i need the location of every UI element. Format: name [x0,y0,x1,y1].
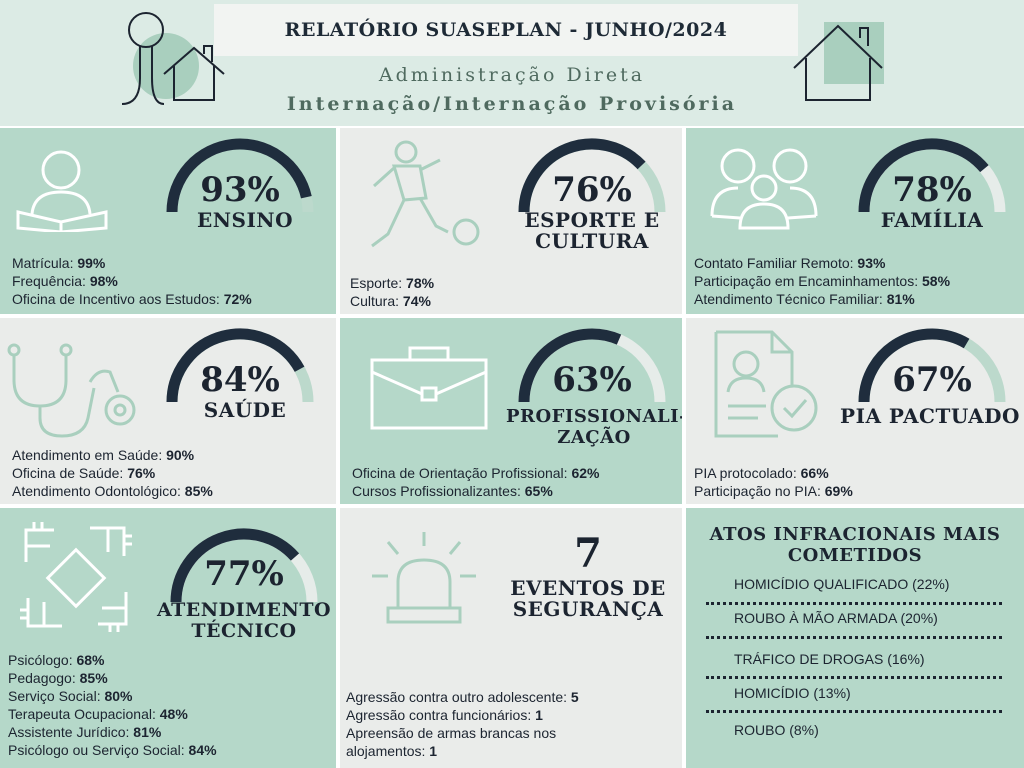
title-ensino: ENSINO [196,208,294,232]
panel-profissionalizacao: 63% PROFISSIONALI- ZAÇÃO Oficina de Orie… [340,318,682,504]
gauge-fill [166,328,305,403]
gauge-familia [858,138,1006,213]
percent-atendimento: 77% [204,554,284,594]
list-item: PIA protocolado: 66% [694,465,829,481]
percent-pia: 67% [892,360,972,400]
percent-profissionalizacao: 63% [552,360,632,400]
items-pia: PIA protocolado: 66% Participação no PIA… [694,464,853,500]
items-atendimento: Psicólogo: 68% Pedagogo: 85% Serviço Soc… [8,651,217,759]
panel-atos: ATOS INFRACIONAIS MAIS COMETIDOS HOMICÍD… [686,508,1024,768]
list-item: Assistente Jurídico: 81% [8,724,162,740]
list-item: Serviço Social: 80% [8,688,133,704]
subtitle-admin: Administração Direta [378,64,646,86]
list-item: Psicólogo ou Serviço Social: 84% [8,742,217,758]
gauge-fill [518,138,646,213]
divider [706,710,1002,713]
panel-ensino: 93% ENSINO Matrícula: 99% Frequência: 98… [0,128,336,314]
panel-esporte: 76% ESPORTE E CULTURA Esporte: 78% Cultu… [340,128,682,314]
gauge-fill [858,138,989,213]
title-esporte: ESPORTE E CULTURA [524,208,660,253]
divider [706,636,1002,639]
title-box: RELATÓRIO SUASEPLAN - JUNHO/2024 [214,4,798,56]
panel-pia: 67% PIA PACTUADO PIA protocolado: 66% Pa… [686,318,1024,504]
list-item: Atendimento Odontológico: 85% [12,483,213,499]
list-item: Atendimento em Saúde: 90% [12,447,195,463]
list-item: Oficina de Orientação Profissional: 62% [352,465,600,481]
count-seguranca: 7 [574,530,602,577]
list-item: Cultura: 74% [350,293,431,309]
gauge-fill [518,328,622,403]
title-seguranca: EVENTOS DE SEGURANÇA [510,576,666,621]
list-item: HOMICÍDIO QUALIFICADO (22%) [734,576,950,592]
list-item: Terapeuta Ocupacional: 48% [8,706,188,722]
title-atos: ATOS INFRACIONAIS MAIS COMETIDOS [709,524,1001,566]
gauge-ensino [166,138,314,213]
percent-esporte: 76% [552,170,632,210]
list-item: Esporte: 78% [350,275,435,291]
list-item: Apreensão de armas brancas nos [346,725,557,741]
soccer-player-icon [371,140,480,248]
tree-house-icon [121,12,225,105]
list-item: Pedagogo: 85% [8,670,108,686]
gauge-esporte [518,138,666,213]
page-title: RELATÓRIO SUASEPLAN - JUNHO/2024 [284,19,728,41]
list-item: Contato Familiar Remoto: 93% [694,255,886,271]
divider [706,602,1002,605]
list-item: Oficina de Incentivo aos Estudos: 72% [12,291,252,307]
list-item: Agressão contra outro adolescente: 5 [346,689,579,705]
divider [706,676,1002,679]
document-check-icon [714,330,818,438]
gauge-fill [858,328,970,403]
list-item: Oficina de Saúde: 76% [12,465,156,481]
title-pia: PIA PACTUADO [840,404,1020,428]
items-ensino: Matrícula: 99% Frequência: 98% Oficina d… [12,254,252,308]
alarm-siren-icon [372,532,476,624]
stethoscope-icon [7,343,136,438]
items-saude: Atendimento em Saúde: 90% Oficina de Saú… [12,446,213,500]
briefcase-icon [370,346,488,430]
list-item: Participação no PIA: 69% [694,483,853,499]
family-icon [710,148,818,230]
list-item: HOMICÍDIO (13%) [734,685,851,701]
list-item: Participação em Encaminhamentos: 58% [694,273,951,289]
house-icon [793,22,884,101]
title-profissionalizacao: PROFISSIONALI- ZAÇÃO [506,406,682,448]
panel-seguranca: 7 EVENTOS DE SEGURANÇA Agressão contra o… [340,508,682,768]
panel-atendimento: 77% ATENDIMENTO TÉCNICO Psicólogo: 68% P… [0,508,336,768]
list-item: Agressão contra funcionários: 1 [346,707,543,723]
title-atendimento: ATENDIMENTO TÉCNICO [156,599,332,642]
percent-saude: 84% [200,360,280,400]
items-seguranca: Agressão contra outro adolescente: 5 Agr… [346,688,579,760]
list-item: Matrícula: 99% [12,255,106,271]
items-familia: Contato Familiar Remoto: 93% Participaçã… [694,254,950,308]
list-item: Cursos Profissionalizantes: 65% [352,483,553,499]
list-item: ROUBO (8%) [734,722,819,738]
gauge-saude [166,328,314,403]
items-esporte: Esporte: 78% Cultura: 74% [350,274,434,310]
list-item: alojamentos: 1 [346,743,438,759]
joined-hands-icon [20,522,132,632]
percent-ensino: 93% [200,170,280,210]
subtitle-internacao: Internação/Internação Provisória [286,93,738,115]
list-item: ROUBO À MÃO ARMADA (20%) [734,610,938,626]
reading-person-icon [16,150,108,232]
items-profissionalizacao: Oficina de Orientação Profissional: 62% … [352,464,599,500]
gauge-atendimento [170,528,318,603]
title-saude: SAÚDE [203,398,287,422]
list-item: Frequência: 98% [12,273,118,289]
gauge-fill [166,138,312,213]
list-item: Psicólogo: 68% [8,652,105,668]
panel-familia: 78% FAMÍLIA Contato Familiar Remoto: 93%… [686,128,1024,314]
panel-saude: 84% SAÚDE Atendimento em Saúde: 90% Ofic… [0,318,336,504]
header: RELATÓRIO SUASEPLAN - JUNHO/2024 Adminis… [0,0,1024,126]
gauge-profissionalizacao [518,328,666,403]
gauge-fill [170,528,300,603]
percent-familia: 78% [892,170,972,210]
list-item: Atendimento Técnico Familiar: 81% [694,291,915,307]
title-familia: FAMÍLIA [880,208,984,232]
gauge-pia [858,328,1006,403]
list-item: TRÁFICO DE DROGAS (16%) [734,651,925,667]
